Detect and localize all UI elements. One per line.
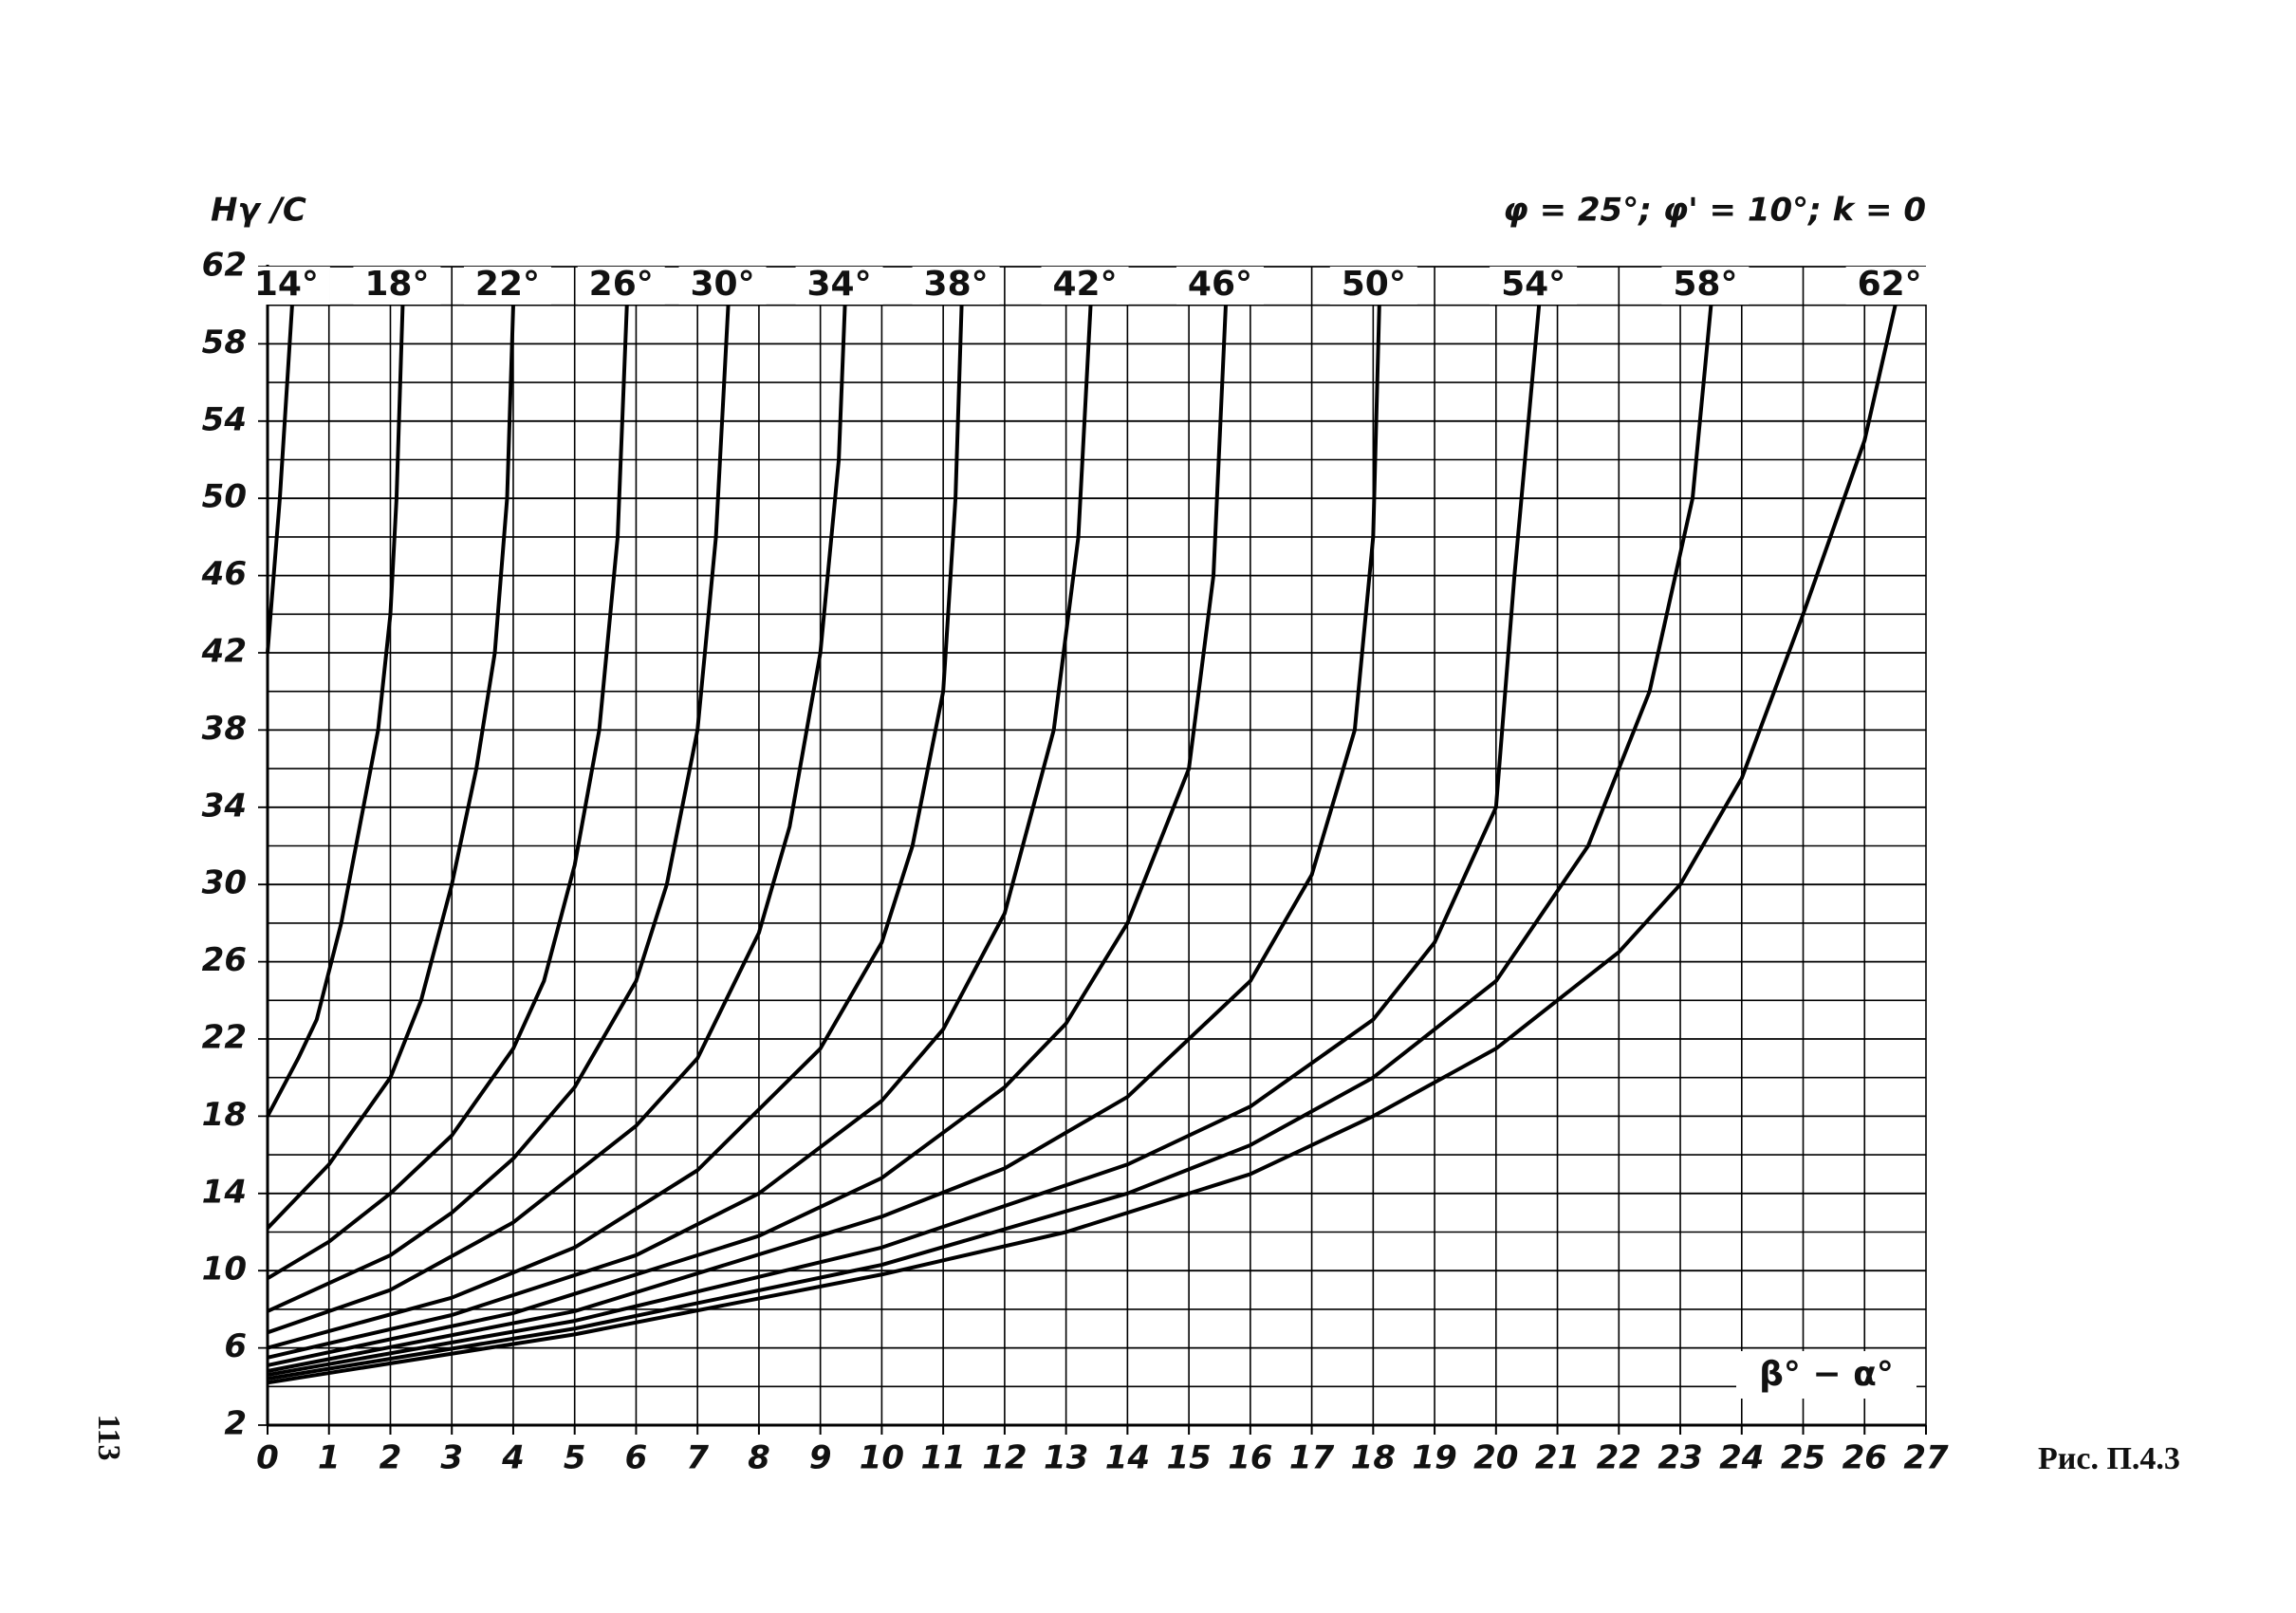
line: [267, 305, 1093, 1360]
y-tick-label: 30: [202, 864, 247, 902]
x-tick-label: 8: [748, 1439, 770, 1477]
x-tick-label: 4: [501, 1439, 525, 1477]
y-axis-label: Hγ /C: [211, 192, 306, 230]
line: [267, 305, 964, 1350]
x-tick-label: 1: [318, 1439, 341, 1477]
series-label-box: [1041, 267, 1129, 305]
series-label-box: [678, 267, 767, 305]
series-label-box: [1845, 267, 1934, 305]
series-label-box: [1329, 267, 1417, 305]
y-tick-label: 18: [202, 1096, 247, 1134]
series-label-box: [1661, 267, 1750, 305]
x-tick-label: 3: [440, 1439, 463, 1477]
y-tick-label: 22: [202, 1019, 247, 1057]
x-tick-label: 11: [920, 1439, 965, 1477]
series-label: 34°: [807, 265, 872, 304]
x-tick-label: 15: [1166, 1439, 1211, 1477]
series-label-box: [912, 267, 1000, 305]
x-tick-label: 5: [564, 1439, 586, 1477]
y-tick-label: 50: [202, 478, 247, 516]
series-label: 38°: [924, 265, 989, 304]
line: [266, 305, 515, 1230]
x-tick-label: 6: [625, 1439, 648, 1477]
x-tick-label: 16: [1228, 1439, 1272, 1477]
x-tick-label: 25: [1781, 1439, 1825, 1477]
series-label: 46°: [1188, 265, 1252, 304]
y-tick-label: 34: [202, 787, 247, 825]
series-label: 42°: [1052, 265, 1117, 304]
series-label-box: [242, 267, 330, 305]
series-label: 18°: [364, 265, 429, 304]
series-label: 54°: [1501, 265, 1565, 304]
subtitle: φ = 25°; φ' = 10°; k = 0: [1503, 192, 1926, 230]
line: [267, 305, 731, 1313]
x-axis-label: β° − α°: [1759, 1355, 1894, 1394]
x-tick-label: 13: [1044, 1439, 1088, 1477]
y-tick-label: 54: [202, 400, 247, 438]
x-tick-label: 14: [1105, 1439, 1150, 1477]
x-tick-label: 12: [982, 1439, 1027, 1477]
series-label: 62°: [1858, 265, 1922, 304]
series-label-box: [353, 267, 441, 305]
x-tick-label: 24: [1719, 1439, 1764, 1477]
line: [266, 305, 629, 1281]
line: [267, 305, 1381, 1373]
series-label: 58°: [1673, 265, 1737, 304]
series-label-box: [1490, 267, 1578, 305]
line: [267, 305, 1542, 1378]
line: [266, 305, 405, 1118]
series-label: 30°: [691, 265, 755, 304]
line: [267, 305, 1713, 1381]
series-label-box: [795, 267, 883, 305]
series-label-box: [577, 267, 665, 305]
x-tick-label: 19: [1412, 1439, 1456, 1477]
y-tick-label: 26: [202, 941, 247, 979]
y-tick-label: 46: [201, 555, 247, 593]
series-label: 50°: [1342, 265, 1406, 304]
line: [266, 305, 294, 654]
x-tick-label: 2: [380, 1439, 402, 1477]
x-label-box: [1736, 1351, 1916, 1399]
series-label-box: [463, 267, 551, 305]
x-tick-label: 21: [1535, 1439, 1580, 1477]
x-tick-label: 7: [686, 1439, 709, 1477]
line: [267, 305, 1228, 1367]
x-tick-label: 20: [1473, 1439, 1518, 1477]
y-tick-label: 2: [224, 1405, 247, 1443]
x-tick-label: 22: [1597, 1439, 1641, 1477]
x-tick-label: 26: [1842, 1439, 1887, 1477]
y-tick-label: 10: [202, 1251, 247, 1289]
x-tick-label: 18: [1351, 1439, 1396, 1477]
series-label: 14°: [254, 265, 319, 304]
y-tick-label: 42: [201, 633, 247, 671]
x-tick-label: 0: [256, 1439, 279, 1477]
x-tick-label: 10: [860, 1439, 904, 1477]
series-label: 22°: [475, 265, 540, 304]
y-tick-label: 62: [202, 247, 247, 285]
x-tick-label: 17: [1289, 1439, 1335, 1477]
series-label: 26°: [589, 265, 654, 304]
line: [267, 305, 1898, 1385]
x-tick-label: 23: [1657, 1439, 1702, 1477]
y-tick-label: 38: [202, 710, 247, 748]
y-tick-label: 6: [224, 1327, 247, 1365]
x-tick-label: 27: [1903, 1439, 1949, 1477]
caption: Рис. П.4.3: [2038, 1441, 2180, 1476]
y-tick-label: 58: [202, 324, 247, 362]
line: [267, 305, 847, 1335]
series-label-box: [1176, 267, 1264, 305]
page-number: 113: [91, 1414, 126, 1460]
x-tick-label: 9: [809, 1439, 832, 1477]
y-tick-label: 14: [202, 1173, 247, 1211]
